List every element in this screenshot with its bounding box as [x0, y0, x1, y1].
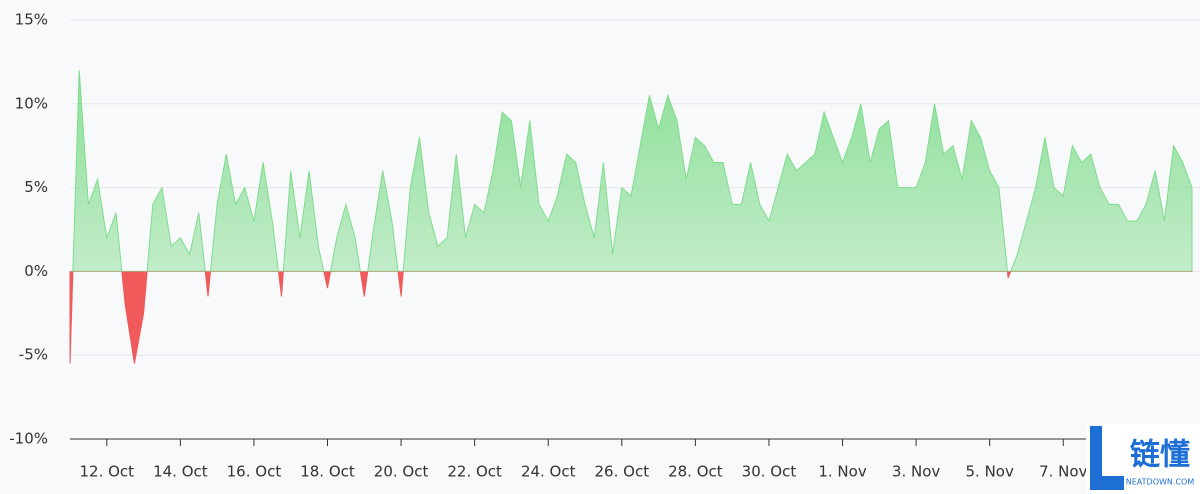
x-tick-label: 5. Nov [965, 463, 1013, 481]
x-tick-label: 16. Oct [227, 463, 282, 481]
x-tick-label: 28. Oct [668, 463, 723, 481]
y-tick-label: -10% [9, 430, 48, 448]
x-tick-label: 30. Oct [742, 463, 797, 481]
watermark-subtext: NEATDOWN.COM [1126, 478, 1195, 487]
x-tick-label: 22. Oct [447, 463, 502, 481]
x-tick-label: 14. Oct [153, 463, 208, 481]
area [69, 70, 1193, 364]
x-tick-label: 18. Oct [300, 463, 355, 481]
x-tick-label: 12. Oct [80, 463, 135, 481]
y-tick-label: 5% [24, 178, 48, 196]
y-tick-label: 10% [15, 94, 48, 112]
x-tick-label: 20. Oct [374, 463, 429, 481]
watermark: 链懂 NEATDOWN.COM [1086, 424, 1200, 494]
x-tick-label: 24. Oct [521, 463, 576, 481]
x-tick-label: 3. Nov [892, 463, 940, 481]
y-tick-label: 15% [15, 11, 48, 29]
y-tick-label: -5% [19, 346, 48, 364]
x-tick-label: 7. Nov [1039, 463, 1087, 481]
y-tick-label: 0% [24, 262, 48, 280]
x-tick-label: 1. Nov [818, 463, 866, 481]
x-tick-label: 26. Oct [595, 463, 650, 481]
watermark-text: 链懂 [1130, 438, 1190, 473]
watermark-logo [1090, 426, 1124, 490]
